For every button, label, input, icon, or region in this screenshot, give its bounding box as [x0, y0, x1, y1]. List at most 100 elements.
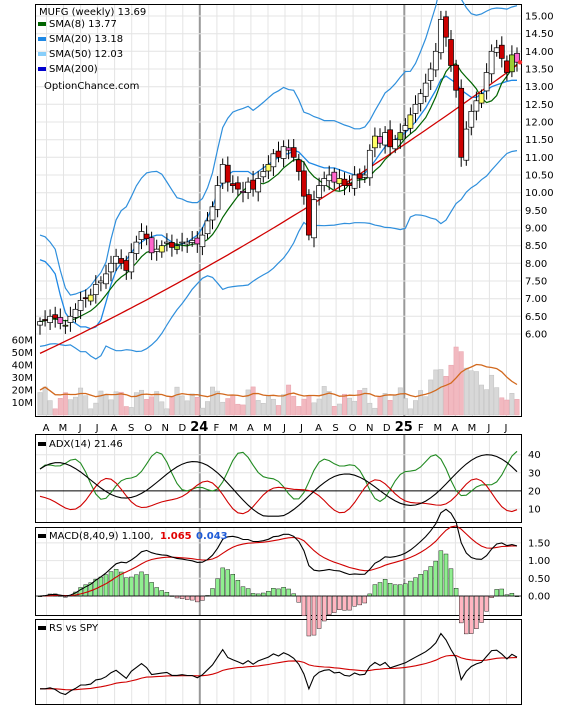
macd-histogram-bar	[149, 582, 154, 597]
month-label: A	[247, 423, 254, 434]
candle-body	[250, 179, 256, 190]
legend-sma20: SMA(20) 13.18	[49, 34, 123, 45]
month-label: N	[162, 423, 169, 434]
adx-tick-label: 20	[528, 486, 541, 497]
macd-histogram-bar	[413, 577, 418, 597]
macd-histogram-bar	[179, 595, 185, 599]
volume-bar	[154, 391, 160, 416]
candle-body	[285, 147, 292, 151]
volume-bar	[423, 396, 429, 416]
month-label: J	[282, 423, 286, 434]
volume-bar	[276, 405, 281, 416]
macd-panel-frame	[35, 527, 522, 616]
month-label: D	[383, 423, 391, 434]
candle-body	[331, 171, 338, 183]
volume-bar	[108, 399, 114, 416]
candle-body	[118, 258, 125, 264]
volume-bar	[336, 403, 342, 416]
macd-histogram-bar	[276, 588, 281, 597]
candle-body	[92, 284, 99, 295]
candle-body	[229, 183, 236, 186]
candle-body	[265, 164, 272, 172]
macd-histogram-bar	[301, 595, 307, 616]
volume-bar	[215, 390, 221, 416]
macd-histogram-bar	[382, 579, 388, 597]
candle-body	[77, 300, 84, 311]
candle-body	[372, 135, 378, 149]
macd-histogram-bar	[124, 577, 129, 597]
macd-histogram-bar	[311, 595, 317, 636]
watermark: OptionChance.com	[44, 81, 139, 92]
macd-histogram-bar	[403, 583, 408, 597]
month-label: J	[95, 423, 99, 434]
legend-sma50-value: 12.03	[95, 49, 124, 60]
rs-average-line	[40, 654, 518, 691]
volume-bar	[326, 391, 332, 416]
volume-tick-label: 20M	[12, 386, 33, 397]
month-label: A	[315, 423, 322, 434]
candle-body	[47, 315, 53, 323]
lower-band-line	[39, 150, 518, 360]
macd-histogram-bar	[195, 595, 200, 603]
month-label: J	[486, 423, 490, 434]
sma20-line	[39, 75, 517, 330]
month-label: M	[468, 423, 477, 434]
macd-histogram-bar	[423, 570, 428, 597]
volume-bar	[52, 408, 58, 416]
candle-body	[432, 50, 439, 71]
macd-histogram-bar	[398, 584, 403, 597]
volume-bar	[489, 374, 495, 416]
volume-bar	[514, 399, 520, 416]
volume-bar	[144, 399, 150, 416]
month-label: D	[178, 423, 186, 434]
volume-bar	[418, 390, 424, 416]
price-tick-label: 14.00	[525, 47, 554, 58]
upper-band-line	[39, 0, 518, 296]
price-tick-label: 6.00	[525, 330, 547, 341]
macd-hist: 0.043	[196, 531, 228, 542]
macd-histogram-bar	[129, 576, 134, 597]
candle-body	[240, 190, 246, 193]
macd-histogram-bar	[428, 566, 433, 597]
volume-bar	[372, 407, 378, 416]
adx-tick-label: 30	[528, 468, 541, 479]
volume-bar	[255, 400, 261, 416]
candle-body	[67, 315, 74, 323]
candle-body	[123, 260, 130, 271]
candle-body	[311, 199, 317, 239]
macd-histogram-bar	[139, 571, 144, 597]
candle-body	[224, 164, 231, 183]
candle-body	[422, 82, 429, 97]
candle-body	[504, 60, 510, 73]
candle-body	[377, 136, 383, 144]
macd-histogram-bar	[453, 588, 459, 597]
volume-bar	[392, 395, 398, 416]
volume-bar	[413, 400, 418, 416]
month-label: O	[349, 423, 357, 434]
volume-bar	[331, 406, 337, 416]
candle-body	[438, 19, 444, 54]
volume-bar	[281, 394, 287, 416]
macd-histogram-bar	[225, 569, 231, 597]
price-tick-label: 11.50	[525, 135, 554, 146]
adx-last: 21.46	[94, 439, 123, 450]
volume-bar	[402, 398, 408, 416]
macd-label: MACD(8,40,9) 1.100,	[49, 531, 154, 542]
price-legend: MUFG (weekly) 13.69 SMA(8) 13.77 SMA(20)…	[38, 7, 146, 92]
volume-bar	[47, 400, 53, 416]
volume-bar	[311, 402, 317, 416]
candle-body	[316, 185, 322, 198]
macd-title: MACD(8,40,9)	[49, 531, 119, 542]
candle-body	[275, 150, 282, 158]
price-tick-label: 7.00	[525, 294, 547, 305]
month-label: M	[59, 423, 68, 434]
volume-bar	[62, 392, 68, 416]
volume-bar	[67, 399, 73, 416]
candle-body	[402, 125, 409, 131]
macd-histogram-bar	[154, 587, 159, 597]
volume-bars	[37, 346, 520, 416]
macd-histogram-bar	[499, 588, 504, 597]
adx-title: ADX(14)	[49, 439, 91, 450]
candle-body	[153, 248, 160, 252]
volume-bar	[301, 398, 307, 416]
